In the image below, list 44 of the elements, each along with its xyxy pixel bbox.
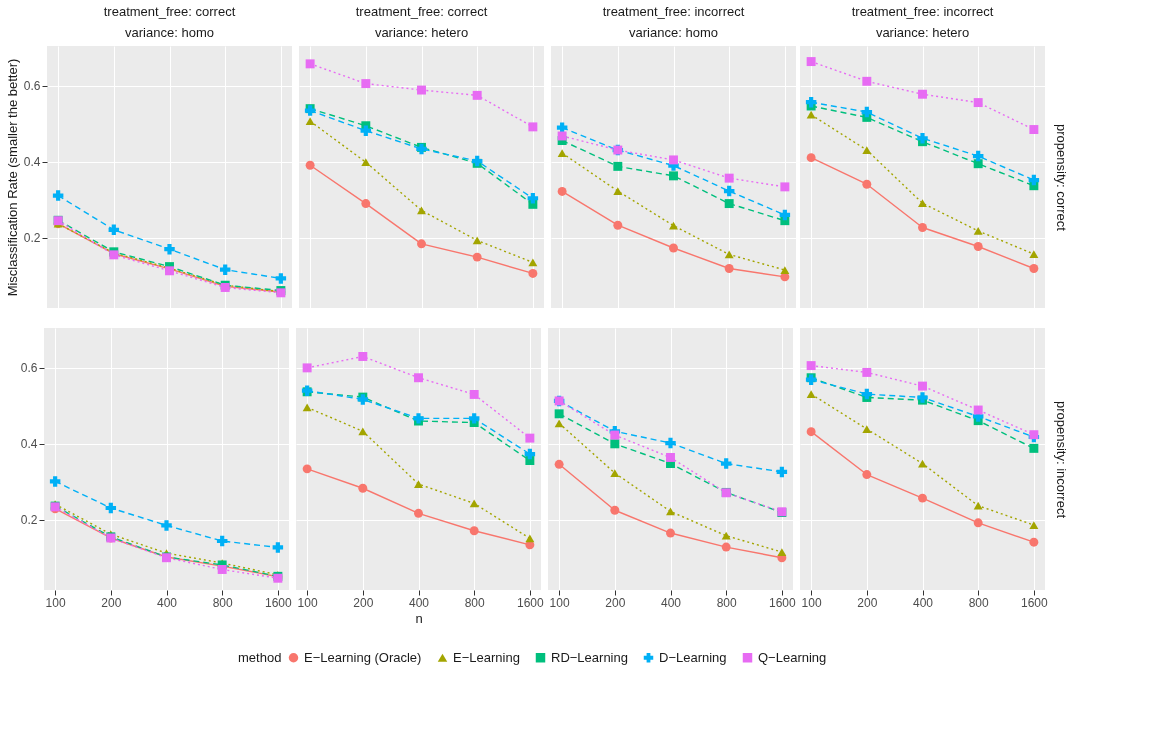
x-tick-label: 100 [297, 595, 318, 610]
x-tick-label: 200 [101, 595, 122, 610]
y-tick-label: 0.6 [20, 361, 38, 376]
x-tick-label: 800 [464, 595, 486, 610]
y-tick-label: 0.2 [23, 231, 41, 246]
x-tick-label: 200 [353, 595, 374, 610]
legend-title: method [238, 650, 282, 665]
y-tick-label: 0.6 [23, 79, 41, 94]
y2-axis-title: propensity: correct [1053, 124, 1069, 232]
legend-label: E−Learning (Oracle) [304, 649, 422, 665]
legend-label: RD−Learning [551, 649, 628, 665]
legend-label: Q−Learning [758, 649, 827, 665]
y-tick-label: 0.4 [23, 155, 41, 170]
x-tick-label: 800 [716, 595, 738, 610]
x-axis-title: n [415, 610, 423, 626]
x-tick-label: 400 [408, 595, 430, 610]
chart-subtitle: variance: hetero [374, 25, 469, 40]
x-tick-label: 800 [968, 595, 990, 610]
chart-title: treatment_free: incorrect [851, 4, 994, 19]
x-tick-label: 100 [45, 595, 66, 610]
y-tick-label: 0.2 [20, 513, 38, 528]
x-tick-label: 400 [156, 595, 178, 610]
y2-axis-title: propensity: incorrect [1053, 400, 1069, 519]
chart-title: treatment_free: correct [355, 4, 488, 19]
x-tick-label: 100 [549, 595, 570, 610]
chart-title: treatment_free: incorrect [602, 4, 745, 19]
legend-label: E−Learning [453, 649, 520, 665]
x-tick-label: 1600 [517, 595, 545, 610]
chart-subtitle: variance: homo [125, 25, 214, 40]
x-tick-label: 800 [212, 595, 234, 610]
y-axis-title: Misclassification Rate (smaller the better) [4, 58, 20, 297]
x-tick-label: 100 [801, 595, 822, 610]
y-tick-label: 0.4 [20, 437, 38, 452]
chart-subtitle: variance: homo [629, 25, 718, 40]
x-tick-label: 200 [605, 595, 626, 610]
x-tick-label: 400 [660, 595, 682, 610]
chart-subtitle: variance: hetero [875, 25, 970, 40]
x-tick-label: 1600 [1021, 595, 1049, 610]
x-tick-label: 1600 [769, 595, 797, 610]
x-tick-label: 200 [857, 595, 878, 610]
x-tick-label: 1600 [265, 595, 293, 610]
chart-title: treatment_free: correct [103, 4, 236, 19]
legend-label: D−Learning [659, 649, 727, 665]
x-tick-label: 400 [912, 595, 934, 610]
